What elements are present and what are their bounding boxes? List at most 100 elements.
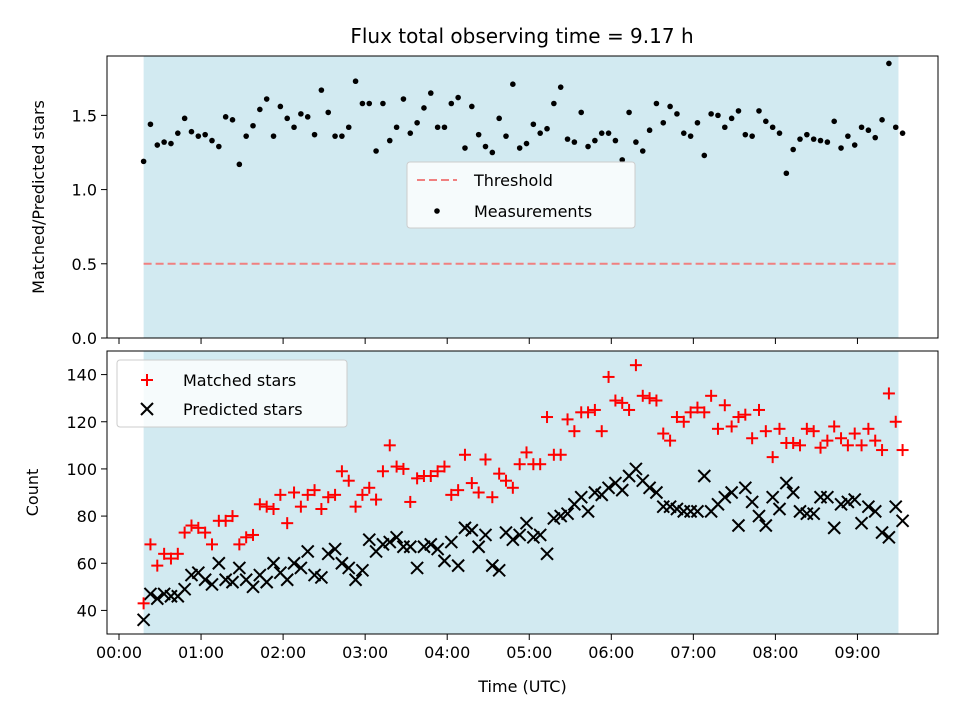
- predicted-star-point: [143, 587, 158, 601]
- matched-star-point: [698, 406, 711, 419]
- matched-star-point: [144, 538, 157, 551]
- measurement-point: [674, 111, 680, 117]
- matched-star-point: [383, 439, 396, 452]
- y-tick-label: 1.0: [72, 181, 97, 200]
- matched-star-point: [561, 413, 574, 426]
- matched-star-point: [602, 370, 615, 383]
- y-tick-label: 60: [77, 554, 97, 573]
- measurement-point: [619, 157, 626, 163]
- measurement-point: [633, 139, 639, 145]
- matched-star-point: [787, 436, 800, 449]
- predicted-star-point: [506, 532, 520, 547]
- predicted-star-point: [601, 481, 616, 495]
- matched-star-point: [506, 481, 519, 494]
- matched-star-point: [643, 392, 656, 405]
- predicted-star-point: [150, 591, 164, 606]
- matched-star-point: [205, 538, 218, 551]
- matched-star-point: [479, 453, 492, 466]
- x-tick-label: 01:00: [178, 643, 224, 662]
- predicted-star-point: [314, 570, 329, 585]
- matched-star-point: [773, 422, 786, 435]
- matched-star-point: [814, 441, 827, 454]
- measurement-point: [222, 114, 229, 120]
- measurement-point: [243, 133, 249, 139]
- predicted-star-point: [280, 573, 294, 587]
- matched-star-point: [472, 486, 485, 499]
- matched-star-point: [869, 434, 882, 447]
- measurement-point: [345, 124, 352, 131]
- matched-star-point: [199, 526, 212, 539]
- matched-star-point: [664, 434, 677, 447]
- predicted-star-point: [205, 577, 219, 592]
- measurement-point: [469, 103, 475, 110]
- matched-star-point: [233, 538, 246, 551]
- measurement-point: [448, 100, 455, 107]
- bottom-axes-frame: [106, 350, 939, 635]
- matched-star-point: [800, 422, 813, 435]
- matched-star-point: [896, 444, 909, 457]
- predicted-star-point: [430, 542, 445, 556]
- measurement-point: [639, 148, 646, 154]
- predicted-star-point: [649, 485, 664, 500]
- matched-star-point: [452, 484, 465, 497]
- matched-star-point: [329, 488, 342, 501]
- predicted-star-point: [355, 563, 370, 578]
- predicted-star-point: [889, 499, 903, 514]
- predicted-star-point: [287, 556, 301, 570]
- matched-star-point: [718, 399, 731, 412]
- measurement-point: [735, 108, 742, 114]
- matched-star-point: [308, 484, 321, 497]
- measurement-point: [708, 111, 714, 117]
- predicted-star-point: [615, 483, 629, 497]
- measurement-point: [537, 130, 543, 136]
- predicted-star-point: [861, 499, 876, 514]
- measurement-point: [434, 124, 441, 131]
- matched-star-point: [636, 389, 649, 402]
- measurement-point: [175, 130, 181, 136]
- measurement-point: [503, 133, 509, 139]
- predicted-star-point: [574, 490, 588, 504]
- measurement-point: [195, 133, 202, 139]
- predicted-star-point: [437, 554, 452, 568]
- matched-star-point: [650, 394, 663, 407]
- matched-star-point: [356, 488, 369, 501]
- y-tick-label: 80: [77, 507, 97, 526]
- measurement-point: [578, 109, 585, 116]
- matched-star-point: [835, 432, 848, 445]
- predicted-star-point: [225, 575, 240, 589]
- predicted-star-point: [212, 556, 226, 570]
- measurement-point: [680, 130, 687, 136]
- measurement-point: [236, 161, 243, 168]
- predicted-star-point: [806, 507, 821, 521]
- predicted-star-point: [786, 485, 800, 500]
- measurement-point: [325, 109, 332, 116]
- measurement-point: [216, 143, 222, 150]
- measurement-point: [455, 94, 461, 101]
- matched-star-point: [623, 403, 636, 416]
- y-tick-label: 0.0: [72, 329, 97, 348]
- measurement-point: [250, 122, 256, 129]
- matched-star-point: [670, 411, 683, 424]
- measurement-point: [277, 103, 284, 110]
- measurement-point: [366, 100, 373, 107]
- matched-star-point: [349, 500, 362, 513]
- measurement-point: [810, 136, 817, 142]
- matched-star-point: [705, 389, 718, 402]
- measurement-point: [653, 100, 660, 107]
- predicted-star-point: [854, 516, 869, 530]
- matched-star-point: [554, 448, 567, 461]
- matched-star-point: [752, 403, 765, 416]
- matched-star-point: [677, 415, 690, 428]
- predicted-legend-marker: [140, 402, 154, 416]
- measurement-point: [530, 121, 537, 128]
- measurement-point: [804, 131, 810, 138]
- predicted-star-point: [321, 547, 335, 561]
- predicted-star-point: [389, 530, 404, 545]
- measurement-point: [715, 112, 721, 119]
- matched-star-point: [691, 401, 704, 414]
- matched-star-point: [260, 500, 273, 513]
- x-tick-label: 04:00: [424, 643, 470, 662]
- x-tick-label: 02:00: [260, 643, 306, 662]
- measurement-point: [701, 152, 708, 159]
- matched-star-point: [164, 552, 177, 565]
